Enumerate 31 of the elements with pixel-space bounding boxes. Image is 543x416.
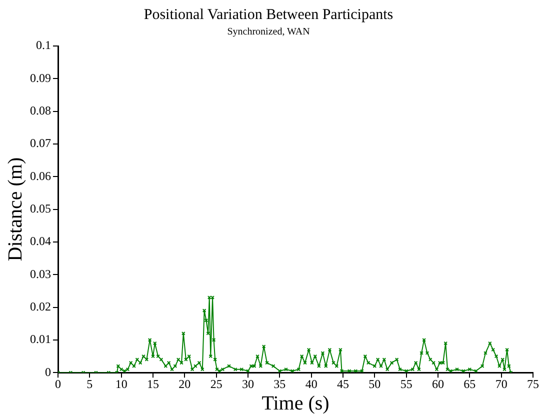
y-tick-label: 0.05 — [30, 201, 51, 216]
x-tick-label: 75 — [527, 376, 539, 391]
x-tick-label: 40 — [305, 376, 318, 391]
x-axis-title: Time (s) — [262, 392, 330, 414]
y-tick-label: 0 — [45, 364, 51, 379]
x-tick-label: 10 — [115, 376, 128, 391]
y-tick-label: 0.1 — [36, 38, 51, 52]
y-tick-label: 0.01 — [30, 332, 51, 346]
x-tick-label: 35 — [274, 376, 286, 391]
y-tick-label: 0.03 — [30, 266, 51, 281]
x-tick-label: 30 — [242, 376, 254, 391]
chart-subtitle: Synchronized, WAN — [227, 26, 310, 38]
y-tick-label: 0.09 — [30, 70, 51, 85]
x-tick-label: 25 — [210, 376, 222, 391]
x-tick-label: 50 — [368, 376, 381, 391]
x-tick-label: 45 — [337, 376, 349, 391]
chart-title: Positional Variation Between Participants — [144, 6, 394, 23]
y-axis-title: Distance (m) — [4, 157, 26, 262]
x-tick-label: 20 — [178, 376, 191, 391]
y-tick-label: 0.08 — [30, 103, 51, 118]
x-tick-label: 0 — [55, 376, 61, 391]
x-tick-label: 70 — [495, 376, 508, 391]
x-tick-label: 55 — [400, 376, 412, 391]
y-tick-label: 0.07 — [30, 136, 51, 150]
x-tick-label: 60 — [432, 376, 444, 391]
y-tick-label: 0.02 — [30, 299, 51, 314]
x-tick-label: 65 — [464, 376, 476, 391]
y-tick-label: 0.04 — [30, 234, 51, 248]
y-tick-label: 0.06 — [30, 168, 51, 183]
x-tick-label: 15 — [147, 376, 159, 391]
x-tick-label: 5 — [86, 376, 93, 391]
